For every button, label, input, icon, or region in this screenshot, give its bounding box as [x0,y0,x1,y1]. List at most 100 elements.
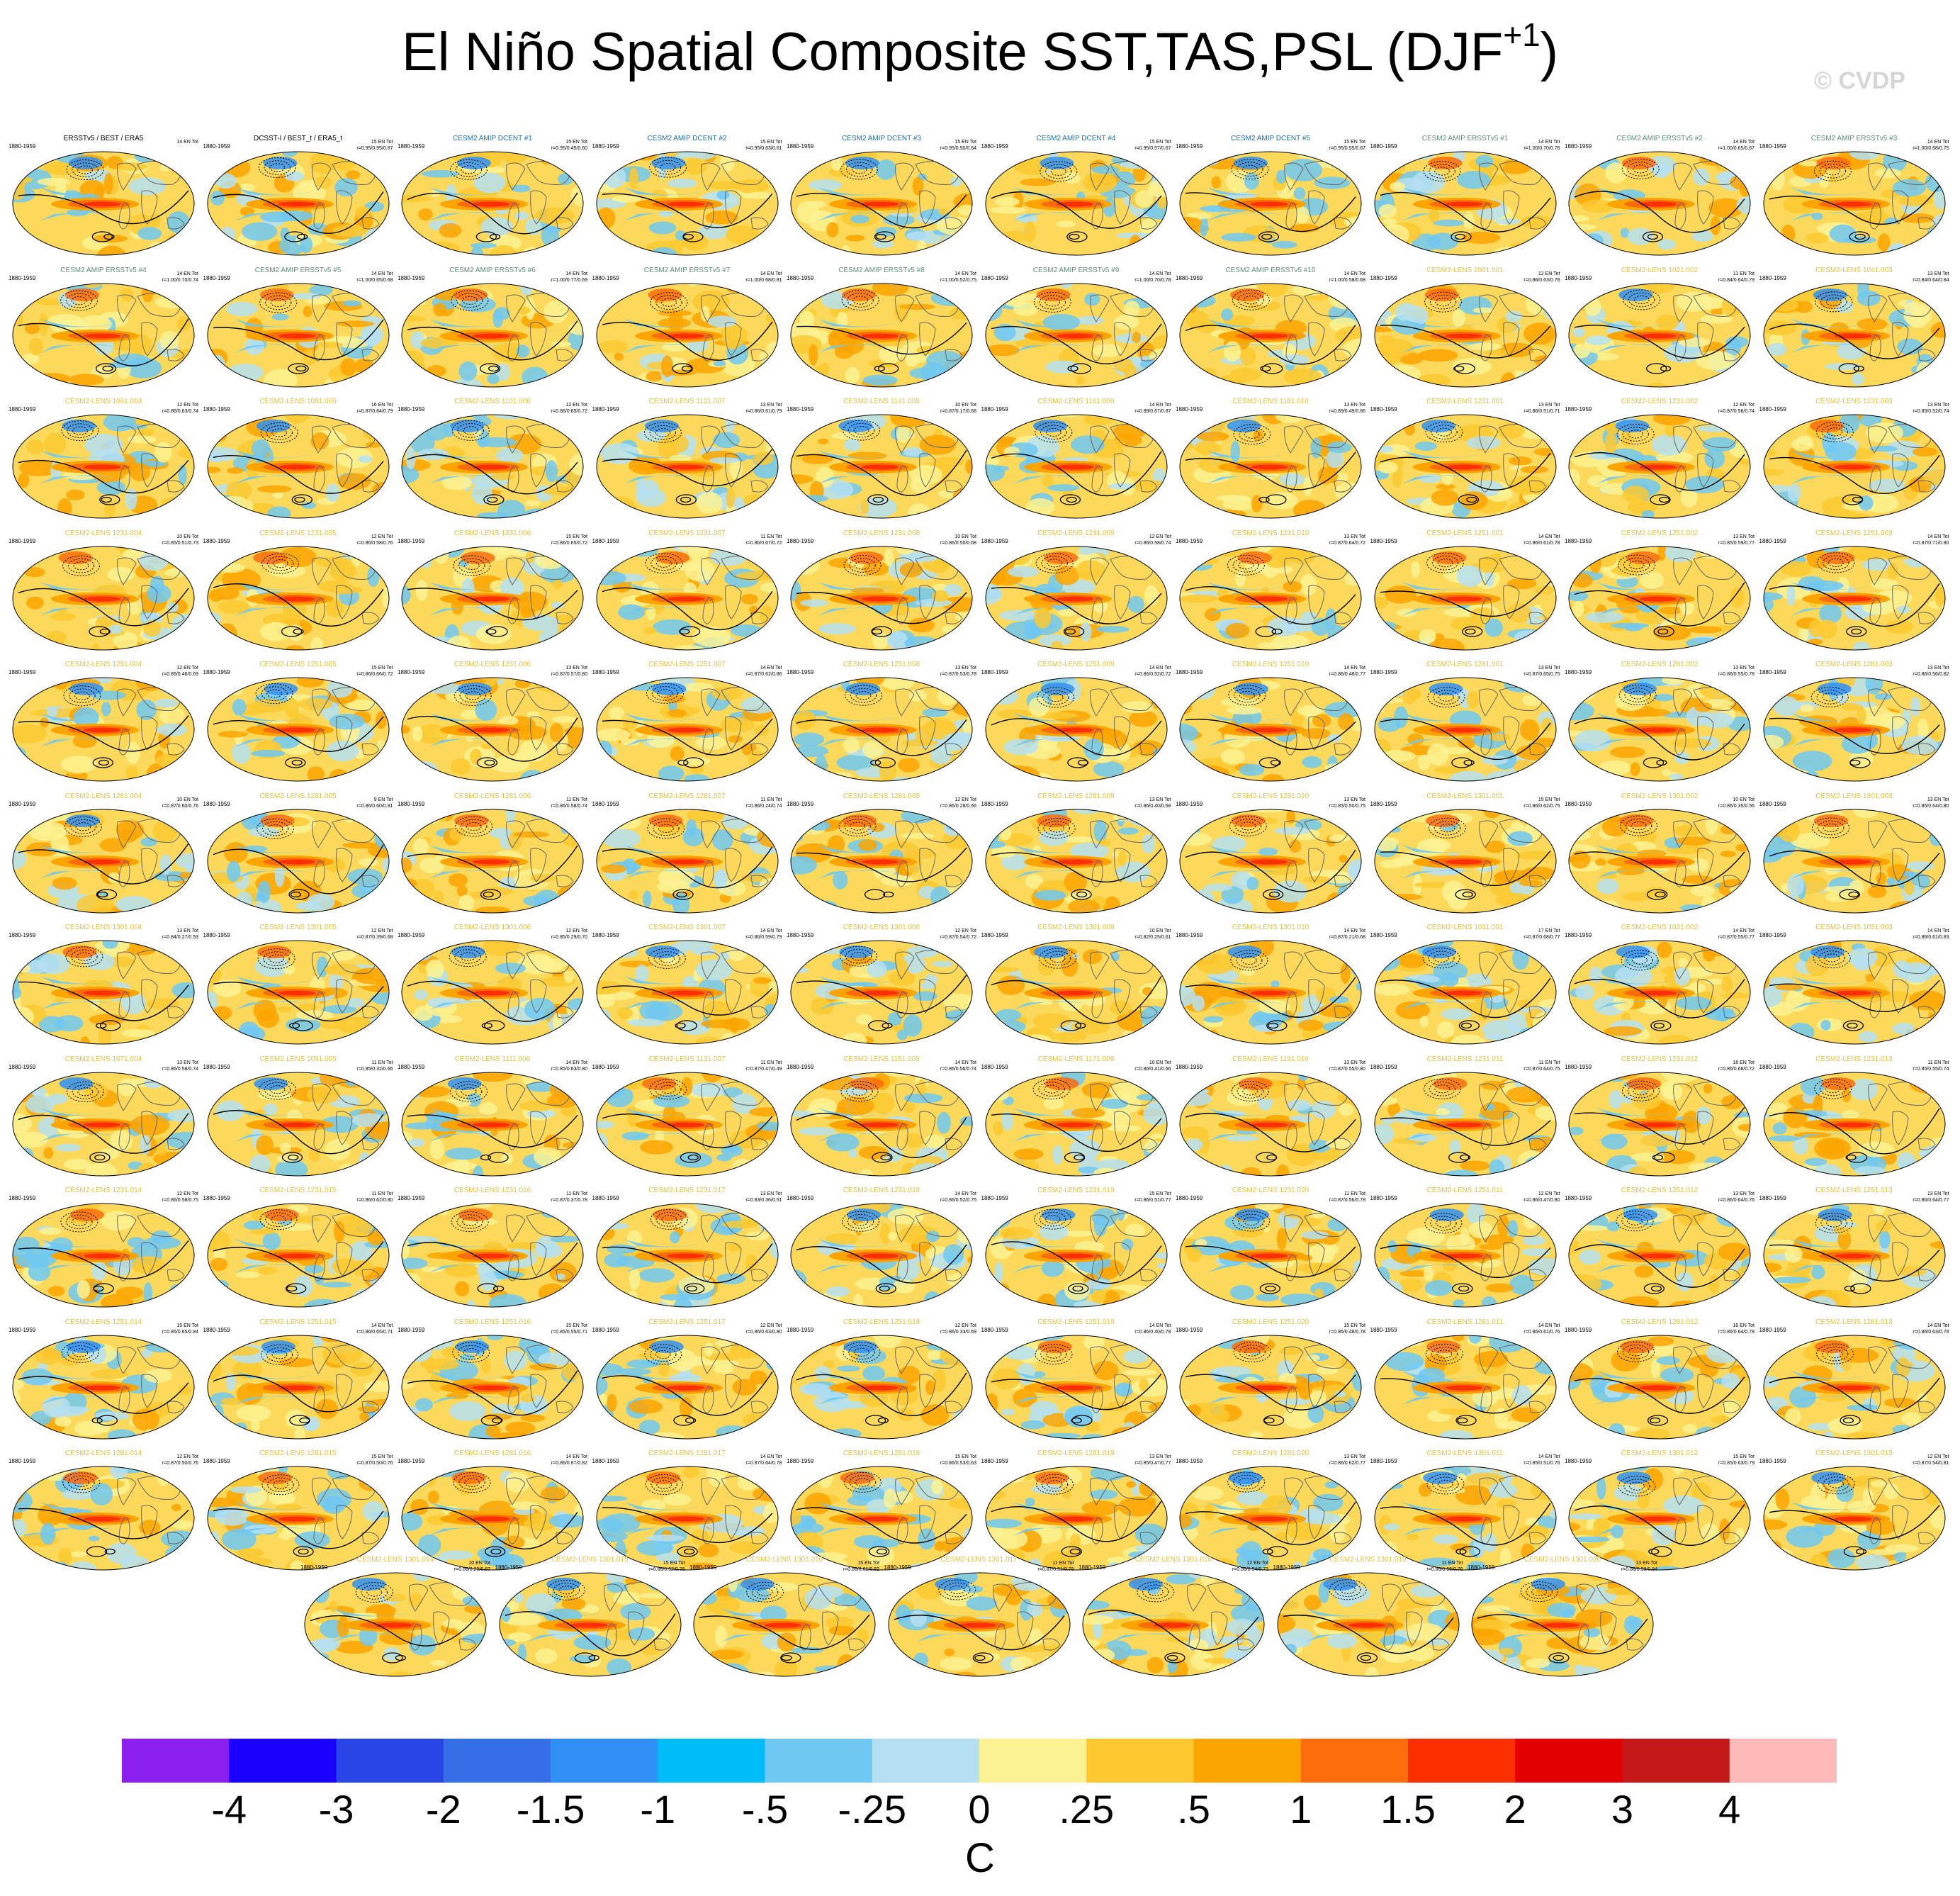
map-plot [1763,809,1945,913]
anomaly-patch [1572,327,1586,337]
anomaly-patch [1057,608,1077,616]
anomaly-patch [306,1085,341,1104]
coastline [1869,202,1881,230]
map-panel: CESM2-LENS 1251.006 1880-1959 13 EN Tot r=0… [396,661,589,787]
map-panel: CESM2 AMIP ERSSTv5 #6 1880-1959 14 EN Tot r… [396,267,589,393]
anomaly-patch [1691,230,1714,242]
panel-years: 1880-1959 [787,274,814,281]
panel-event-count: 14 EN Tot [1733,140,1755,145]
anomaly-patch [257,880,271,903]
warm-tongue-core [84,990,120,996]
panel-years: 1880-1959 [9,406,36,413]
anomaly-patch [1205,546,1231,553]
psl-contour-high [1853,365,1864,371]
psl-contour-high [1262,362,1283,374]
anomaly-patch [1585,335,1611,345]
warm-tongue-core [1640,333,1677,338]
map-plot [401,283,584,387]
anomaly-patch [1572,158,1590,171]
warm-tongue-core [667,201,704,207]
anomaly-patch [1377,750,1416,762]
anomaly-patch [279,227,290,241]
anomaly-patch [207,941,229,955]
map-plot [1374,546,1556,650]
anomaly-patch [13,775,35,781]
psl-contour-low [1825,297,1842,306]
panel-event-count: 14 EN Tot [954,1060,976,1065]
anomaly-patch [1574,729,1611,752]
psl-contour-low [451,289,489,310]
panel-years: 1880-1959 [1176,143,1203,150]
anomaly-patch [1123,300,1139,318]
anomaly-patch [767,1031,778,1041]
anomaly-patch [1441,1008,1472,1021]
anomaly-patch [1398,953,1425,968]
anomaly-patch [1540,415,1556,427]
anomaly-patch [1533,903,1556,913]
coastline [167,349,185,361]
warm-tongue-core [278,990,315,996]
anomaly-patch [514,211,529,220]
anomaly-patch [1239,347,1256,365]
map-border [985,283,1167,387]
anomaly-patch [377,285,389,303]
anomaly-patch [207,1024,220,1036]
anomaly-patch [127,435,157,444]
anomaly-patch [1674,967,1691,986]
continental-anomaly [451,946,485,958]
anomaly-patch [225,1036,257,1044]
anomaly-patch [1221,232,1256,242]
cool-horseshoe-north [40,187,118,196]
anomaly-patch [271,313,289,320]
anomaly-patch [660,434,689,454]
panel-event-count: 15 EN Tot [1538,797,1560,802]
psl-zero-contour [407,320,578,360]
panel-title: CESM2-LENS 1301.004 [64,924,142,931]
anomaly-patch [602,828,641,848]
anomaly-patch [1056,220,1075,228]
anomaly-patch [1274,826,1311,835]
anomaly-patch [179,871,194,879]
anomaly-patch [421,169,459,178]
anomaly-patch [1312,714,1331,728]
anomaly-patch [606,496,634,512]
anomaly-patch [334,178,358,197]
anomaly-patch [1083,292,1100,305]
anomaly-patch [1701,712,1733,729]
anomaly-patch [1857,1031,1877,1043]
anomaly-patch [904,636,939,650]
anomaly-patch [516,344,530,358]
psl-contour-low [456,293,483,308]
anomaly-patch [667,709,687,717]
anomaly-patch [1523,769,1547,781]
panel-event-count: 15 EN Tot [1344,140,1365,145]
map-border [1179,151,1362,256]
anomaly-patch [1910,697,1920,717]
anomaly-patch [606,1165,621,1176]
map-panel: CESM2-LENS 1281.004 1880-1959 10 EN Tot r=0… [7,792,200,919]
anomaly-patch [1908,990,1945,1011]
anomaly-patch [1763,682,1782,697]
anomaly-patch [16,964,30,973]
anomaly-patch [1707,902,1743,911]
panel-years: 1880-1959 [1176,669,1203,675]
psl-contour-high [1450,231,1472,242]
panel-years: 1880-1959 [787,800,814,807]
anomaly-patch [1919,502,1945,513]
anomaly-patch [349,546,363,553]
map-panel: CESM2 AMIP ERSSTv5 #9 1880-1959 14 EN Tot r… [980,267,1173,393]
warm-tongue-core [278,333,315,338]
anomaly-patch [898,758,920,773]
anomaly-patch [1377,338,1414,357]
anomaly-patch [1701,1038,1729,1044]
warm-tongue-core [1445,859,1482,864]
psl-contour-low [1423,161,1461,182]
anomaly-patch [1569,215,1589,222]
anomaly-patch [358,455,372,463]
panel-title: CESM2-LENS 1251.007 [648,661,726,668]
coastline [919,190,936,225]
panel-title: CESM2-LENS 1281.002 [1621,661,1699,668]
panel-event-count: 15 EN Tot [954,140,976,145]
coastline [1480,333,1492,361]
anomaly-patch [875,159,896,180]
